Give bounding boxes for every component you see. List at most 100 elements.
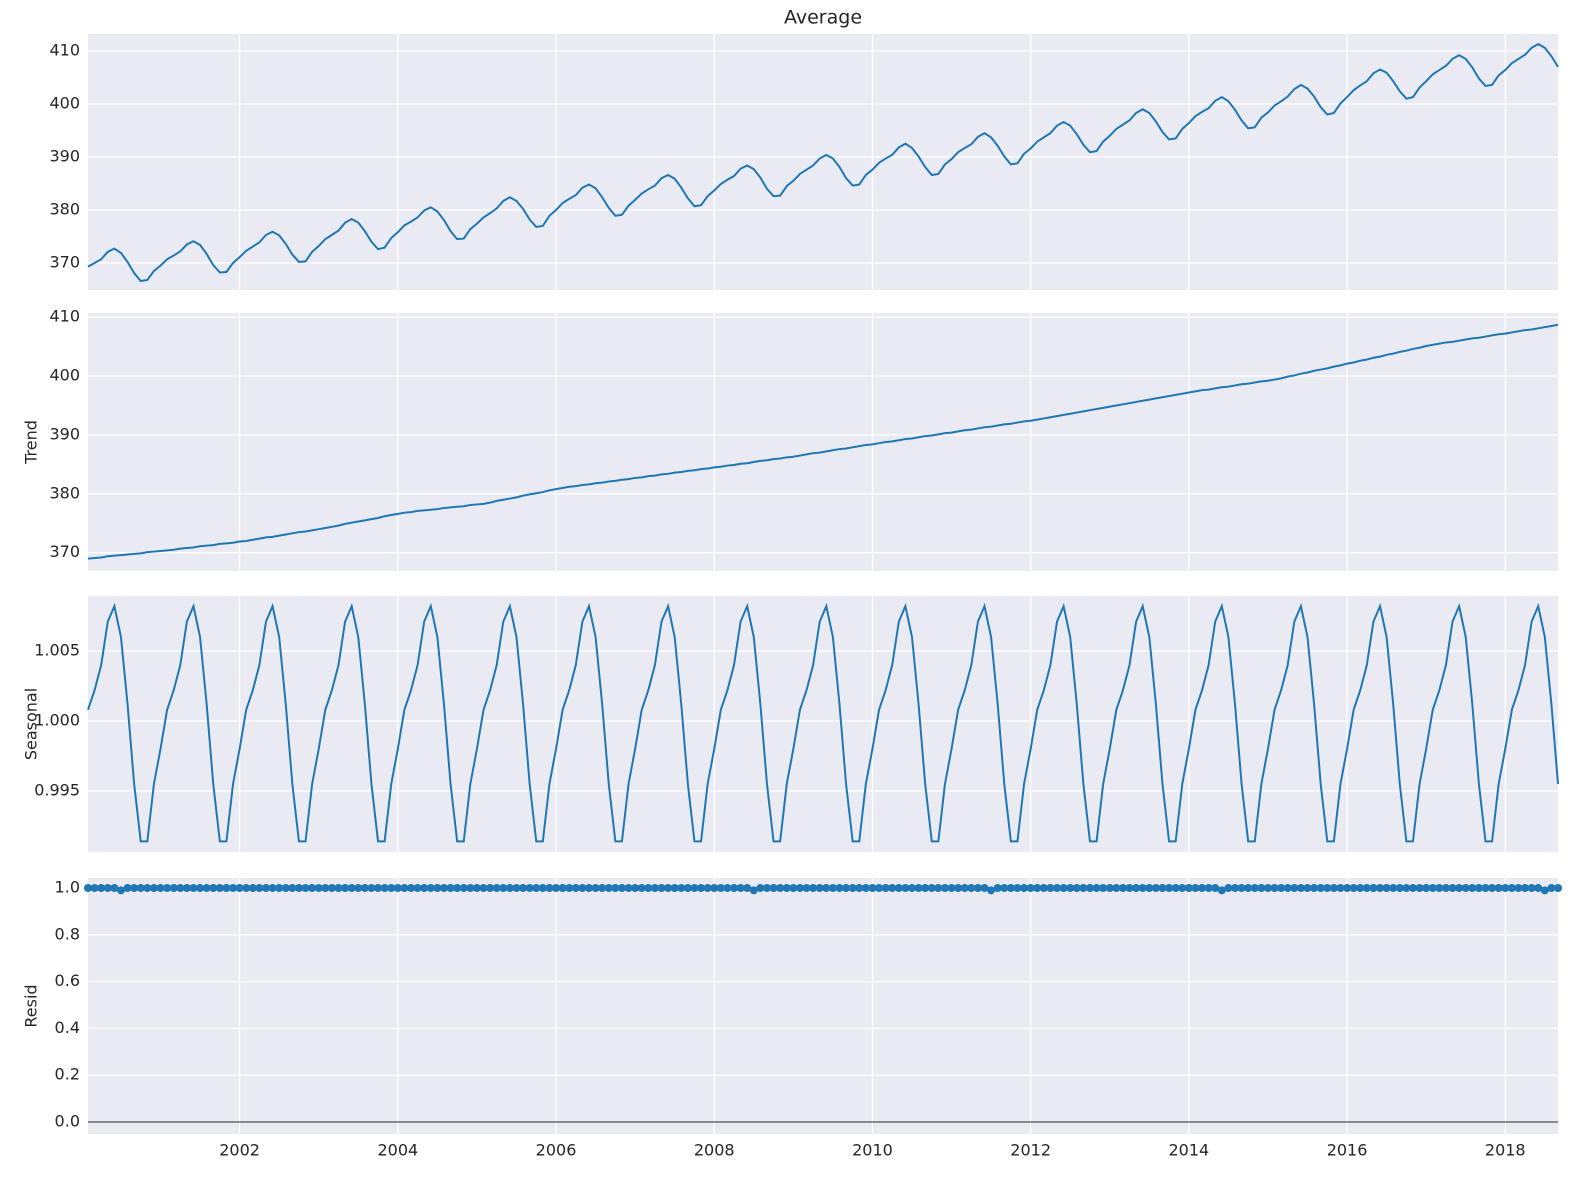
resid-point: [532, 883, 541, 892]
resid-point: [789, 883, 798, 892]
resid-point: [189, 883, 198, 892]
resid-point: [281, 883, 290, 892]
resid-point: [1534, 883, 1543, 892]
resid-point: [558, 883, 567, 892]
resid-point: [347, 883, 356, 892]
y-tick-label: 400: [49, 93, 80, 112]
resid-point: [901, 883, 910, 892]
series-line: [87, 602, 1559, 843]
resid-point: [268, 883, 277, 892]
resid-point: [439, 883, 448, 892]
resid-point: [1020, 883, 1029, 892]
series-line: [87, 42, 1559, 283]
resid-point: [367, 883, 376, 892]
y-axis-label: Seasonal: [22, 688, 41, 760]
resid-point: [1026, 883, 1035, 892]
resid-point: [1230, 883, 1239, 892]
resid-point: [341, 883, 350, 892]
resid-point: [472, 883, 481, 892]
resid-point: [848, 883, 857, 892]
resid-point: [110, 883, 119, 892]
resid-point: [1441, 883, 1450, 892]
resid-point: [466, 883, 475, 892]
y-tick-label: 1.0: [55, 877, 80, 896]
x-tick-label: 2014: [1168, 1141, 1209, 1160]
y-tick-label: 410: [49, 40, 80, 59]
resid-point: [499, 883, 508, 892]
resid-point: [1323, 883, 1332, 892]
resid-point: [769, 883, 778, 892]
resid-point: [1053, 883, 1062, 892]
resid-point: [644, 883, 653, 892]
resid-point: [552, 883, 561, 892]
resid-point: [1356, 883, 1365, 892]
resid-point: [1112, 883, 1121, 892]
resid-point: [782, 883, 791, 892]
resid-point: [960, 883, 969, 892]
resid-point: [993, 883, 1002, 892]
resid-point: [828, 883, 837, 892]
resid-point: [156, 883, 165, 892]
resid-point: [209, 883, 218, 892]
resid-point: [1310, 883, 1319, 892]
resid-point: [248, 883, 257, 892]
resid-point: [545, 883, 554, 892]
resid-point: [525, 883, 534, 892]
resid-point: [611, 883, 620, 892]
resid-point: [512, 883, 521, 892]
resid-point: [1244, 883, 1253, 892]
resid-point: [973, 883, 982, 892]
resid-point: [1395, 883, 1404, 892]
resid-point: [255, 883, 264, 892]
resid-point: [1013, 883, 1022, 892]
y-tick-label: 410: [49, 307, 80, 326]
series-line: [87, 323, 1559, 560]
resid-point: [584, 883, 593, 892]
resid-point: [1316, 883, 1325, 892]
resid-point: [795, 883, 804, 892]
resid-point: [716, 883, 725, 892]
y-tick-label: 380: [49, 199, 80, 218]
x-tick-label: 2010: [852, 1141, 893, 1160]
resid-point: [1158, 883, 1167, 892]
resid-point: [907, 883, 916, 892]
resid-point: [1105, 883, 1114, 892]
resid-point: [1369, 883, 1378, 892]
resid-point: [842, 883, 851, 892]
resid-point: [703, 883, 712, 892]
resid-point: [426, 883, 435, 892]
resid-point: [446, 883, 455, 892]
resid-point: [1349, 883, 1358, 892]
resid-point: [492, 883, 501, 892]
resid-point: [987, 886, 996, 895]
resid-point: [571, 883, 580, 892]
resid-point: [776, 883, 785, 892]
resid-point: [163, 883, 172, 892]
resid-point: [1362, 883, 1371, 892]
resid-point: [1408, 883, 1417, 892]
resid-point: [215, 883, 224, 892]
y-tick-label: 370: [49, 542, 80, 561]
resid-point: [420, 883, 429, 892]
resid-point: [327, 883, 336, 892]
resid-point: [321, 883, 330, 892]
resid-point: [1494, 883, 1503, 892]
resid-point: [631, 883, 640, 892]
y-tick-label: 0.2: [55, 1065, 80, 1084]
resid-point: [453, 883, 462, 892]
resid-point: [736, 883, 745, 892]
resid-point: [1402, 883, 1411, 892]
x-tick-label: 2002: [219, 1141, 260, 1160]
resid-point: [1283, 883, 1292, 892]
y-axis-label: Resid: [22, 984, 41, 1027]
y-tick-label: 0.995: [34, 780, 80, 799]
resid-point: [868, 883, 877, 892]
resid-point: [1376, 883, 1385, 892]
resid-point: [1138, 883, 1147, 892]
y-axis-label: Trend: [22, 420, 41, 465]
x-tick-label: 2008: [694, 1141, 735, 1160]
resid-point: [505, 883, 514, 892]
resid-point: [1085, 883, 1094, 892]
resid-point: [1474, 883, 1483, 892]
resid-point: [604, 883, 613, 892]
